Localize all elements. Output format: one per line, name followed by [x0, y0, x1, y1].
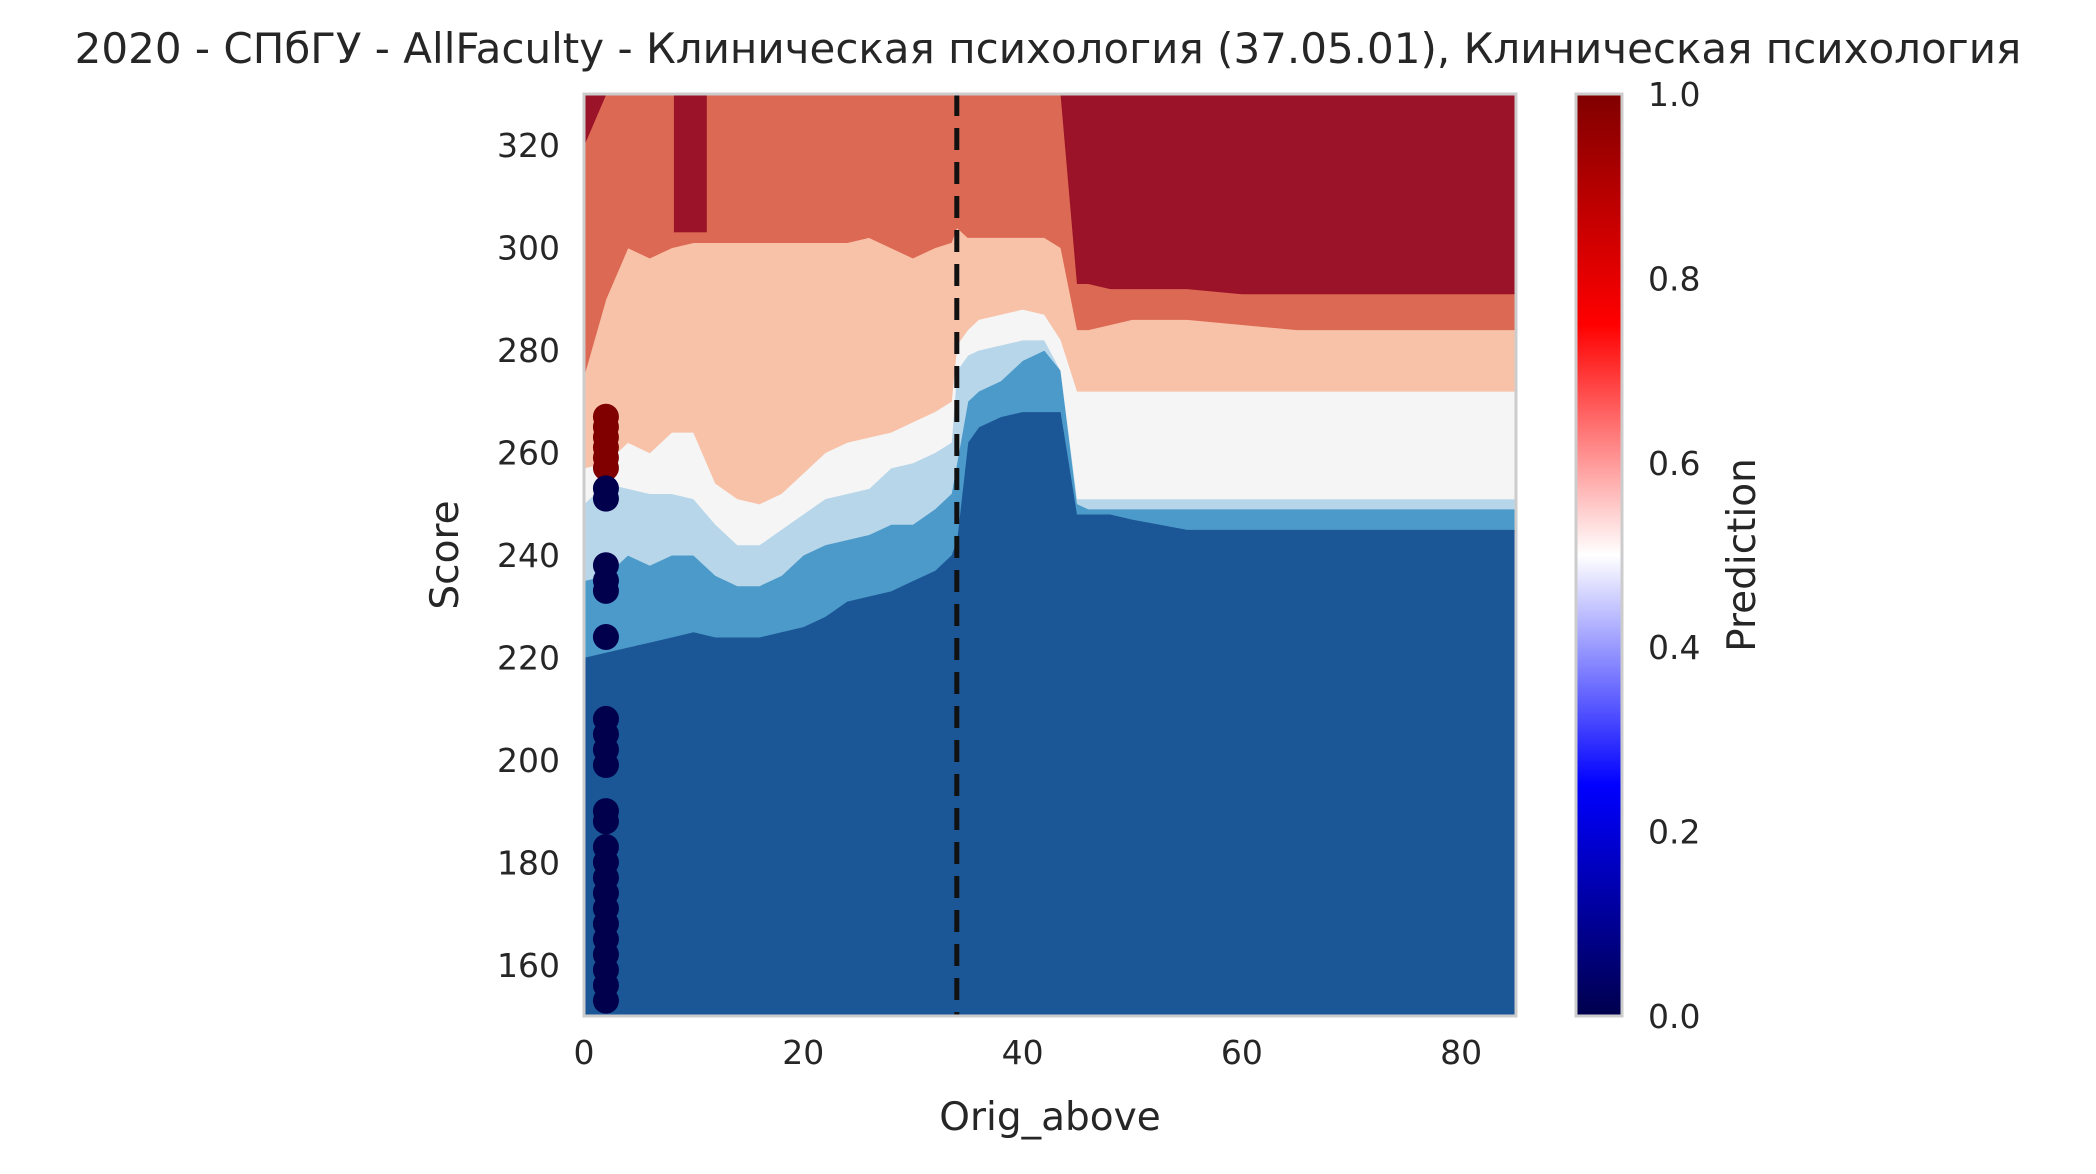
scatter-point [592, 623, 619, 650]
colorbar-axis: 0.0 0.2 0.4 0.6 0.8 1.0 [1648, 75, 1700, 1036]
x-tick-label: 20 [782, 1033, 824, 1072]
contour-fill [584, 94, 1516, 1016]
scatter-point [592, 485, 619, 512]
contour-band [673, 94, 707, 233]
x-tick-label: 60 [1221, 1033, 1263, 1072]
colorbar-tick-label: 0.4 [1648, 628, 1700, 667]
y-tick-label: 200 [497, 741, 560, 780]
plot-frame [582, 92, 1518, 1018]
x-axis: 0 20 40 60 80 [574, 1033, 1483, 1072]
scatter-point [592, 752, 619, 779]
scatter-point [592, 577, 619, 604]
y-tick-label: 180 [497, 843, 560, 882]
colorbar-frame [1574, 92, 1624, 1018]
colorbar-tick-label: 0.2 [1648, 813, 1700, 852]
chart-title: 2020 - СПбГУ - AllFaculty - Клиническая … [74, 24, 2022, 73]
colorbar-tick-label: 0.6 [1648, 444, 1700, 483]
x-tick-label: 0 [574, 1033, 595, 1072]
contour-band [584, 94, 1516, 376]
y-tick-label: 320 [497, 126, 560, 165]
scatter-point [592, 808, 619, 835]
y-tick-label: 160 [497, 946, 560, 985]
contour-band [584, 94, 1516, 295]
y-tick-label: 300 [497, 229, 560, 268]
x-tick-label: 40 [1002, 1033, 1044, 1072]
colorbar-tick-label: 0.8 [1648, 259, 1700, 298]
y-tick-label: 240 [497, 536, 560, 575]
colorbar-label: Prediction [1720, 458, 1765, 652]
colorbar-tick-label: 0.0 [1648, 997, 1700, 1036]
x-axis-label: Orig_above [939, 1095, 1160, 1140]
y-tick-label: 260 [497, 434, 560, 473]
y-axis: 160 180 200 220 240 260 280 300 320 [497, 126, 560, 985]
colorbar [1576, 94, 1622, 1016]
scatter-point [592, 454, 619, 481]
scatter-points [592, 403, 619, 1014]
scatter-point [592, 987, 619, 1014]
y-axis-label: Score [423, 500, 468, 609]
x-tick-label: 80 [1440, 1033, 1482, 1072]
y-tick-label: 220 [497, 638, 560, 677]
y-tick-label: 280 [497, 331, 560, 370]
colorbar-tick-label: 1.0 [1648, 75, 1700, 114]
